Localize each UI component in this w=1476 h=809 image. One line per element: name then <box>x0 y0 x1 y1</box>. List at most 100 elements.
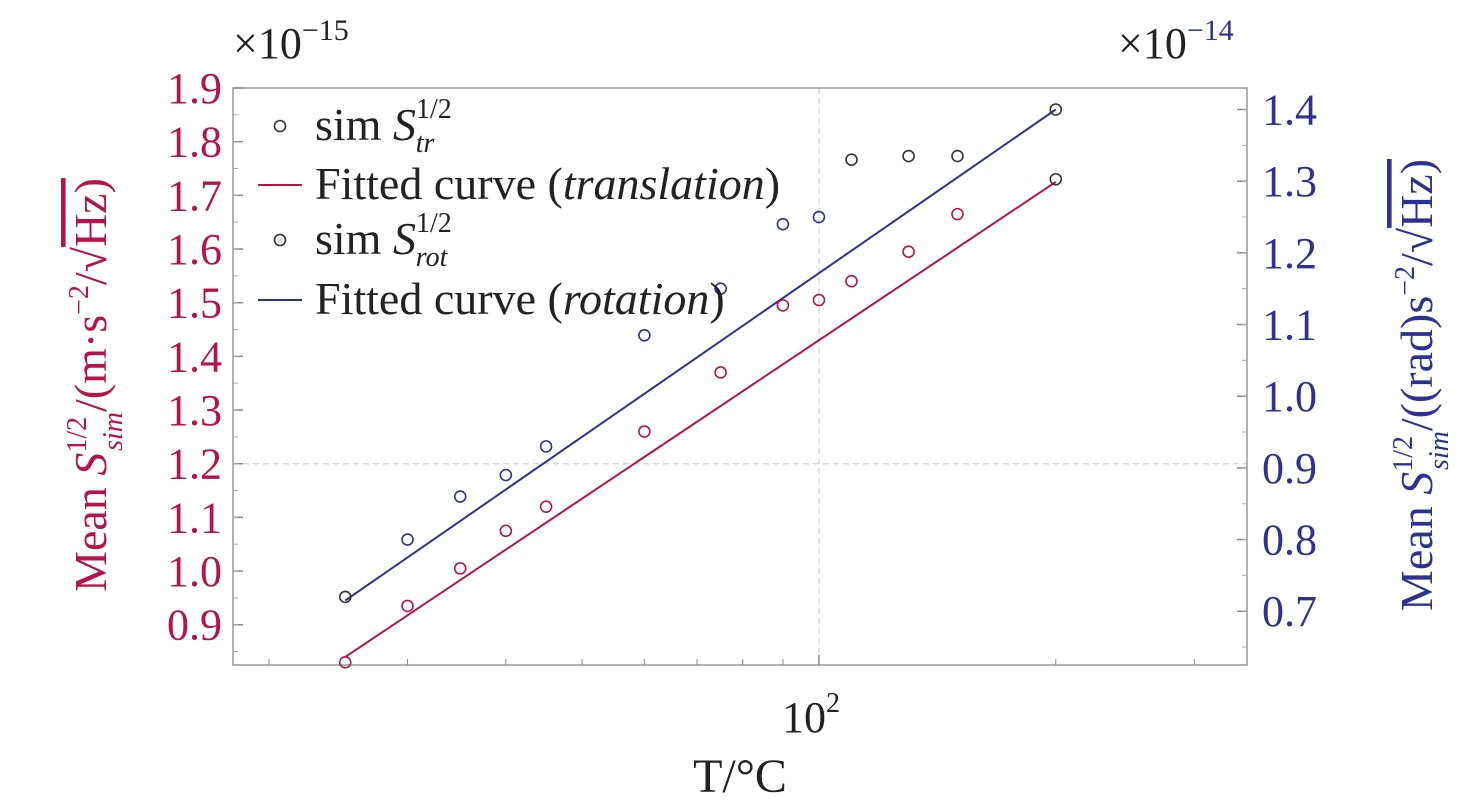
left-axis-label-sqrt: /√ <box>65 246 116 285</box>
left-axis-label-sub: sim <box>98 412 129 451</box>
left-axis-tick-label: 1.8 <box>167 118 222 167</box>
right-axis-label-symbol: S <box>1391 472 1442 495</box>
data-point-translation <box>714 366 727 379</box>
right-axis-tick-label: 1.1 <box>1262 301 1317 350</box>
data-point-rotation <box>1049 103 1063 116</box>
fit-line-translation <box>344 181 1057 658</box>
left-axis-tick-label: 1.2 <box>167 440 222 489</box>
data-point-translation <box>539 500 553 513</box>
data-point-rotation <box>951 149 964 163</box>
data-point-rotation <box>812 210 826 224</box>
x-tick-exponent: 2 <box>826 688 840 719</box>
data-point-rotation <box>714 282 727 295</box>
data-point-translation <box>812 293 826 307</box>
data-point-translation <box>453 562 467 575</box>
data-point-rotation <box>453 490 467 503</box>
right-axis-label-units-exp: −2 <box>1390 266 1421 296</box>
left-axis-tick-label: 1.4 <box>167 332 222 381</box>
left-axis-label-units: /(m·s <box>65 315 116 412</box>
legend-sub: tr <box>416 128 435 159</box>
left-axis-label-units-exp: −2 <box>64 285 95 315</box>
legend-label: Fitted curve (translation) <box>315 158 780 209</box>
right-axis-label: Mean S1/2 sim/((rad)s−2/√Hz) <box>1388 159 1455 611</box>
legend-label: Fitted curve (rotation) <box>315 273 725 324</box>
legend-label-start: Fitted curve ( <box>315 158 563 209</box>
legend-label-end: ) <box>765 158 780 209</box>
data-point-translation <box>1049 172 1063 186</box>
legend-symbol: S <box>393 99 416 150</box>
left-axis-tick-label: 1.9 <box>167 64 222 113</box>
legend-marker <box>273 233 287 247</box>
left-axis-tick-label: 1.1 <box>167 493 222 542</box>
left-axis-tick-label: 1.7 <box>167 171 222 220</box>
data-point-translation <box>338 656 352 669</box>
left-axis-multiplier: ×10−15 <box>233 14 349 68</box>
right-axis-tick-label: 0.9 <box>1262 444 1317 493</box>
left-axis-label-symbol: S <box>65 453 116 476</box>
left-axis-tick-label: 1.6 <box>167 225 222 274</box>
left-axis-tick-label: 1.5 <box>167 279 222 328</box>
data-point-rotation <box>638 328 651 342</box>
legend-label-italic: translation <box>563 158 765 209</box>
left-axis-tick-label: 1.0 <box>167 547 222 596</box>
left-axis-label: Mean S1/2 sim/(m·s−2/√Hz) <box>62 178 129 592</box>
data-point-rotation <box>401 533 414 546</box>
right-axis-tick-label: 1.4 <box>1262 86 1317 135</box>
legend-marker <box>273 119 287 133</box>
left-axis-label-prefix: Mean <box>65 476 116 592</box>
fit-layer <box>344 108 1057 658</box>
data-point-rotation <box>338 590 352 604</box>
grid-layer <box>233 88 1247 665</box>
right-axis-multiplier-exponent: −14 <box>1187 14 1234 47</box>
right-axis-multiplier-base: ×10 <box>1118 19 1187 68</box>
data-point-rotation <box>499 468 513 482</box>
legend-sup: 1/2 <box>416 94 452 125</box>
data-point-translation <box>499 524 513 538</box>
data-point-rotation <box>539 440 553 453</box>
right-axis-label-units-end: Hz) <box>1391 159 1442 228</box>
right-axis-label-units: /((rad)s <box>1391 296 1442 431</box>
x-axis-tick-label: 102 <box>782 688 840 742</box>
x-tick-base: 10 <box>782 693 826 742</box>
legend-label: sim S1/2 rot <box>315 208 452 273</box>
left-axis-multiplier-base: ×10 <box>233 19 302 68</box>
data-point-rotation <box>845 153 858 166</box>
data-point-rotation <box>776 217 790 231</box>
right-axis-tick-label: 1.2 <box>1262 229 1317 278</box>
right-axis-tick-label: 0.7 <box>1262 587 1317 636</box>
data-point-translation <box>845 274 858 288</box>
plot-frame <box>232 87 1248 666</box>
right-axis-tick-label: 1.0 <box>1262 372 1317 421</box>
legend-sup: 1/2 <box>416 208 452 239</box>
text-layer: 0.91.01.11.21.31.41.51.61.71.81.90.70.80… <box>62 14 1455 803</box>
left-axis-multiplier-exponent: −15 <box>302 14 349 47</box>
legend-label: sim S1/2 tr <box>315 94 452 159</box>
data-point-translation <box>401 599 414 613</box>
marker-layer <box>338 103 1063 669</box>
legend-prefix: sim <box>315 99 393 150</box>
data-point-translation <box>951 207 964 221</box>
right-axis-label-sub: sim <box>1424 431 1455 470</box>
data-point-translation <box>638 425 651 438</box>
right-axis-multiplier: ×10−14 <box>1118 14 1234 68</box>
x-axis-label: T/°C <box>693 750 787 803</box>
legend-label-start: Fitted curve ( <box>315 273 563 324</box>
data-point-rotation <box>902 149 915 163</box>
right-axis-label-sqrt: /√ <box>1391 227 1442 266</box>
right-axis-tick-label: 0.8 <box>1262 516 1317 565</box>
right-axis-label-sup: 1/2 <box>1388 436 1419 472</box>
right-axis-label-prefix: Mean <box>1391 495 1442 611</box>
data-point-translation <box>902 245 915 259</box>
left-axis-tick-label: 0.9 <box>167 601 222 650</box>
legend-label-italic: rotation <box>563 273 710 324</box>
ticks-layer <box>233 87 1247 665</box>
fit-line-rotation <box>344 108 1057 602</box>
legend-symbol: S <box>393 213 416 264</box>
legend-sub: rot <box>416 242 449 273</box>
left-axis-label-sup: 1/2 <box>62 417 93 453</box>
right-axis-tick-label: 1.3 <box>1262 157 1317 206</box>
data-point-translation <box>776 299 790 312</box>
legend-label-end: ) <box>709 273 724 324</box>
